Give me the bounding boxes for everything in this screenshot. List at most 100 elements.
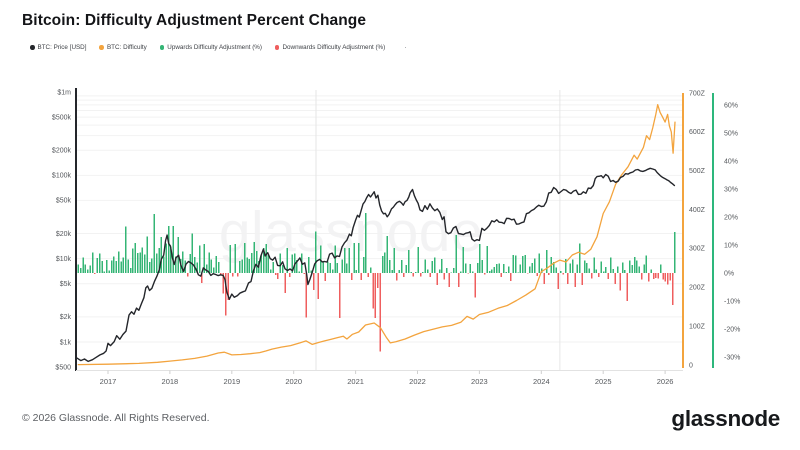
- upward-adjustment-bar: [358, 242, 360, 273]
- upward-adjustment-bar: [343, 248, 346, 273]
- upward-adjustment-bar: [208, 252, 210, 273]
- upward-adjustment-bar: [322, 262, 324, 273]
- upward-adjustment-bar: [609, 257, 612, 273]
- upward-adjustment-bar: [545, 250, 548, 273]
- downward-adjustment-bar: [317, 273, 320, 300]
- downward-adjustment-bar: [403, 273, 405, 278]
- upward-adjustment-bar: [522, 256, 524, 273]
- downward-adjustment-bar: [419, 273, 422, 277]
- upward-adjustment-bar: [144, 254, 146, 273]
- price-axis-tick-label: $100k: [52, 173, 72, 180]
- upward-adjustment-bar: [291, 254, 293, 273]
- downward-adjustment-bar: [557, 273, 560, 289]
- upward-adjustment-bar: [472, 271, 474, 273]
- legend-item-2[interactable]: Upwards Difficulty Adjustment (%): [159, 44, 262, 51]
- upward-adjustment-bar: [215, 255, 217, 273]
- upward-adjustment-bar: [365, 212, 367, 273]
- upward-adjustment-bar: [196, 262, 198, 273]
- difficulty-axis-tick-label: 500Z: [689, 168, 706, 175]
- upward-adjustment-bar: [503, 264, 505, 273]
- upward-adjustment-bar: [415, 271, 417, 273]
- legend-item-label: Upwards Difficulty Adjustment (%): [167, 44, 262, 51]
- upward-adjustment-bar: [434, 257, 436, 273]
- downward-adjustment-bar: [590, 273, 593, 279]
- upward-adjustment-bar: [617, 266, 619, 273]
- upward-adjustment-bar: [621, 262, 624, 273]
- downward-adjustment-bar: [626, 273, 629, 301]
- upward-adjustment-bar: [96, 257, 99, 273]
- upward-adjustment-bar: [583, 260, 586, 273]
- upward-adjustment-bar: [329, 262, 331, 273]
- upward-adjustment-bar: [569, 263, 572, 273]
- legend-dot-icon: [30, 45, 35, 50]
- downward-adjustment-bar: [367, 273, 370, 278]
- upward-adjustment-bar: [267, 254, 270, 273]
- downward-adjustment-bar: [562, 273, 564, 275]
- difficulty-axis-tick-label: 200Z: [689, 285, 706, 292]
- upward-adjustment-bar: [491, 269, 493, 273]
- percent-axis-tick-label: 0%: [724, 270, 734, 277]
- downward-adjustment-bar: [548, 273, 550, 276]
- legend-item-1[interactable]: BTC: Difficulty: [99, 44, 147, 51]
- upward-adjustment-bar: [398, 270, 400, 273]
- upward-adjustment-bar: [315, 231, 317, 273]
- upward-adjustment-bar: [417, 246, 419, 273]
- upward-adjustment-bar: [89, 265, 91, 273]
- upward-adjustment-bar: [248, 259, 251, 273]
- upward-adjustment-bar: [650, 269, 652, 273]
- upward-adjustment-bar: [643, 264, 645, 273]
- upward-adjustment-bar: [91, 252, 94, 273]
- percent-axis-tick-label: -10%: [724, 298, 740, 305]
- x-axis-year-label: 2020: [285, 377, 302, 386]
- downward-adjustment-bar: [500, 273, 503, 278]
- downward-adjustment-bar: [657, 273, 660, 279]
- upward-adjustment-bar: [253, 242, 255, 273]
- upward-adjustment-bar: [113, 256, 115, 273]
- downward-adjustment-bar: [396, 273, 398, 281]
- downward-adjustment-bar: [436, 273, 438, 286]
- downward-adjustment-bar: [227, 273, 229, 300]
- upward-adjustment-bar: [87, 269, 89, 273]
- downward-adjustment-bar: [655, 273, 657, 279]
- percent-axis-tick-label: -30%: [724, 354, 740, 361]
- upward-adjustment-bar: [239, 260, 241, 273]
- upward-adjustment-bar: [234, 244, 236, 273]
- upward-adjustment-bar: [160, 236, 163, 273]
- x-axis-year-label: 2022: [409, 377, 426, 386]
- downward-adjustment-bar: [274, 273, 277, 276]
- downward-adjustment-bar: [607, 273, 610, 279]
- upward-adjustment-bar: [486, 245, 488, 273]
- upward-adjustment-bar: [381, 256, 384, 273]
- upward-adjustment-bar: [410, 272, 412, 273]
- legend-dot-icon: [274, 45, 280, 50]
- upward-adjustment-bar: [498, 263, 500, 273]
- upward-adjustment-bar: [151, 258, 153, 273]
- upward-adjustment-bar: [79, 267, 82, 273]
- upward-adjustment-bar: [514, 255, 517, 273]
- legend-item-0[interactable]: BTC: Price [USD]: [30, 44, 86, 51]
- downward-adjustment-bar: [277, 273, 279, 279]
- percent-axis-tick-label: 40%: [724, 158, 738, 165]
- price-axis-tick-label: $2k: [60, 314, 72, 321]
- upward-adjustment-bar: [407, 249, 410, 273]
- x-axis-year-label: 2019: [223, 377, 240, 386]
- downward-adjustment-bar: [598, 273, 600, 277]
- percent-axis-tick-label: 10%: [724, 242, 738, 249]
- chart-legend: BTC: Price [USD] BTC: Difficulty Upwards D…: [30, 43, 407, 52]
- upward-adjustment-bar: [595, 269, 598, 273]
- downward-adjustment-bar: [510, 273, 512, 282]
- legend-item-3[interactable]: Downwards Difficulty Adjustment (%): [274, 44, 385, 51]
- upward-adjustment-bar: [362, 256, 365, 273]
- upward-adjustment-bar: [122, 257, 125, 273]
- downward-adjustment-bar: [543, 273, 545, 284]
- legend-item-label: BTC: Difficulty: [106, 44, 147, 51]
- upward-adjustment-bar: [476, 262, 479, 273]
- upward-adjustment-bar: [172, 225, 175, 273]
- price-axis-tick-label: $500k: [52, 114, 72, 121]
- upward-adjustment-bar: [391, 269, 393, 273]
- downward-adjustment-bar: [339, 273, 341, 318]
- x-axis-year-label: 2024: [533, 377, 550, 386]
- downward-adjustment-bar: [222, 273, 225, 294]
- upward-adjustment-bar: [445, 268, 448, 273]
